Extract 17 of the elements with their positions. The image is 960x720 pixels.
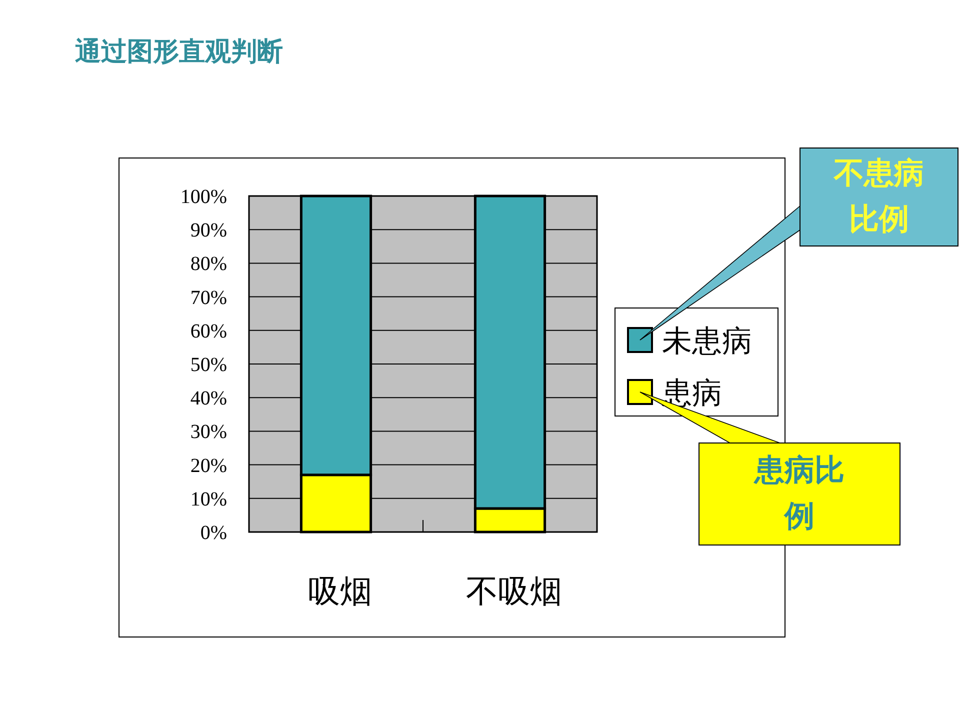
legend-label: 未患病 [662,324,752,359]
y-tick-label: 70% [190,286,227,309]
x-tick-label: 不吸烟 [466,572,562,610]
y-tick-label: 100% [180,186,227,208]
y-tick-label: 80% [190,253,227,276]
y-tick-label: 30% [190,421,227,444]
text: 患病比例 [699,443,900,545]
y-tick-label: 90% [190,220,227,242]
text: 不患病比例 [800,148,958,246]
chart-title: 通过图形直观判断 [75,37,283,67]
y-tick-label: 40% [190,388,227,410]
y-tick-label: 10% [190,488,227,510]
y-tick-label: 20% [190,454,227,477]
y-tick-label: 0% [200,522,227,544]
x-tick-label: 吸烟 [308,572,372,610]
y-tick-label: 50% [190,354,227,376]
y-tick-label: 60% [190,320,227,342]
